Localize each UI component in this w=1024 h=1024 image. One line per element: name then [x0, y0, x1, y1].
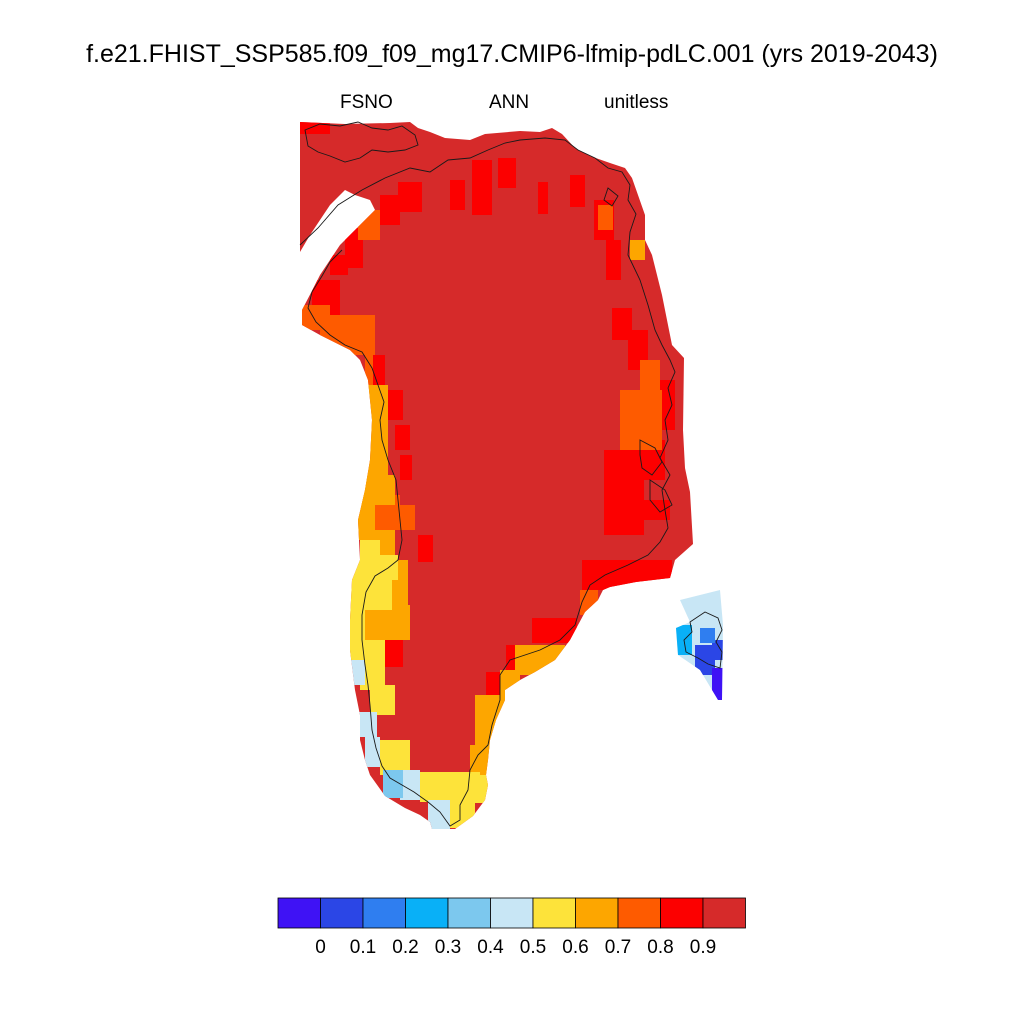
cell-class-0.8 — [388, 390, 403, 420]
cell-class-0.3 — [383, 770, 403, 798]
cell-class-0.2 — [700, 628, 715, 643]
cell-class-0.5 — [360, 540, 380, 565]
island-coastline — [304, 121, 419, 163]
cell-class-0.8 — [660, 380, 675, 430]
cell-class-0.8 — [370, 355, 385, 385]
cell-class-0.7 — [365, 355, 373, 385]
colorbar-boxes — [277, 897, 746, 929]
cell-class-0.8 — [380, 195, 400, 225]
cell-class-0.4 — [428, 800, 450, 829]
colorbar-tick-label: 0.4 — [477, 937, 504, 958]
colorbar-box — [405, 897, 449, 929]
cell-class-0.7 — [598, 205, 613, 230]
coastlines — [299, 121, 723, 827]
cell-class-0.8 — [450, 180, 465, 210]
colorbar-labels: 0 0.1 0.2 0.3 0.4 0.5 0.6 0.7 0.8 0.9 — [315, 937, 716, 958]
cell-class-0.4 — [350, 660, 365, 685]
cell-class-0.8 — [604, 450, 644, 535]
cell-class-0.6 — [630, 240, 645, 260]
cell-class-0.5 — [380, 740, 410, 775]
cell-class-0.4 — [365, 737, 380, 767]
colorbar-tick-label: 0.1 — [350, 937, 376, 958]
island-coastline — [639, 439, 663, 476]
cell-class-0.8 — [612, 308, 632, 340]
greenland-coastline — [299, 137, 676, 827]
cell-class-0.8 — [498, 158, 516, 188]
island-coastline — [649, 479, 673, 513]
colorbar-box — [617, 897, 661, 929]
colorbar-box — [532, 897, 576, 929]
cell-class-0.8 — [385, 640, 403, 667]
cell-class-0.5 — [370, 685, 395, 715]
cell-class-0.1 — [712, 640, 723, 660]
cell-class-0.1 — [695, 645, 715, 675]
iceland-coastline — [683, 611, 723, 669]
colorbar-box — [362, 897, 406, 929]
cell-class-0.5 — [376, 555, 398, 580]
colorbar-box — [702, 897, 746, 929]
colorbar-tick-label: 0.5 — [520, 937, 546, 958]
cell-class-0.0 — [712, 668, 723, 700]
colorbar-box — [660, 897, 704, 929]
cell-class-0.8 — [640, 500, 670, 520]
cell-class-0.8 — [398, 182, 422, 212]
cell-class-0.7 — [640, 360, 660, 390]
cell-class-0.5 — [455, 775, 490, 803]
colorbar-tick-label: 0.3 — [435, 937, 461, 958]
colorbar-tick-label: 0 — [315, 937, 326, 958]
cell-class-0.8 — [472, 160, 492, 215]
colorbar-box — [490, 897, 534, 929]
cell-class-0.8 — [486, 672, 504, 700]
island-coastline — [603, 187, 619, 207]
cell-class-0.6 — [470, 745, 490, 775]
cell-class-0.8 — [570, 175, 585, 207]
cell-class-0.8 — [538, 182, 548, 214]
cell-class-0.6 — [365, 605, 410, 640]
colorbar-box — [447, 897, 491, 929]
cell-class-0.8 — [395, 425, 410, 450]
units-label: unitless — [604, 92, 669, 113]
colorbar-tick-label: 0.2 — [392, 937, 418, 958]
cell-class-0.8 — [330, 255, 348, 275]
colorbar-box — [320, 897, 364, 929]
colorbar-box — [277, 897, 321, 929]
cell-class-0.7 — [620, 390, 662, 450]
cell-class-0.8 — [300, 122, 330, 134]
variable-label: FSNO — [340, 92, 393, 113]
cell-class-0.8 — [606, 240, 621, 280]
season-label: ANN — [489, 92, 530, 113]
cell-class-0.7 — [400, 505, 415, 530]
colorbar-tick-label: 0.7 — [605, 937, 631, 958]
cell-class-0.8 — [418, 535, 433, 562]
colorbar-tick-label: 0.8 — [647, 937, 673, 958]
colorbar-box — [575, 897, 619, 929]
colorbar-tick-label: 0.6 — [562, 937, 588, 958]
cell-class-0.8 — [400, 455, 412, 480]
colorbar-tick-label: 0.9 — [690, 937, 716, 958]
plot-title: f.e21.FHIST_SSP585.f09_f09_mg17.CMIP6-lf… — [86, 40, 938, 68]
